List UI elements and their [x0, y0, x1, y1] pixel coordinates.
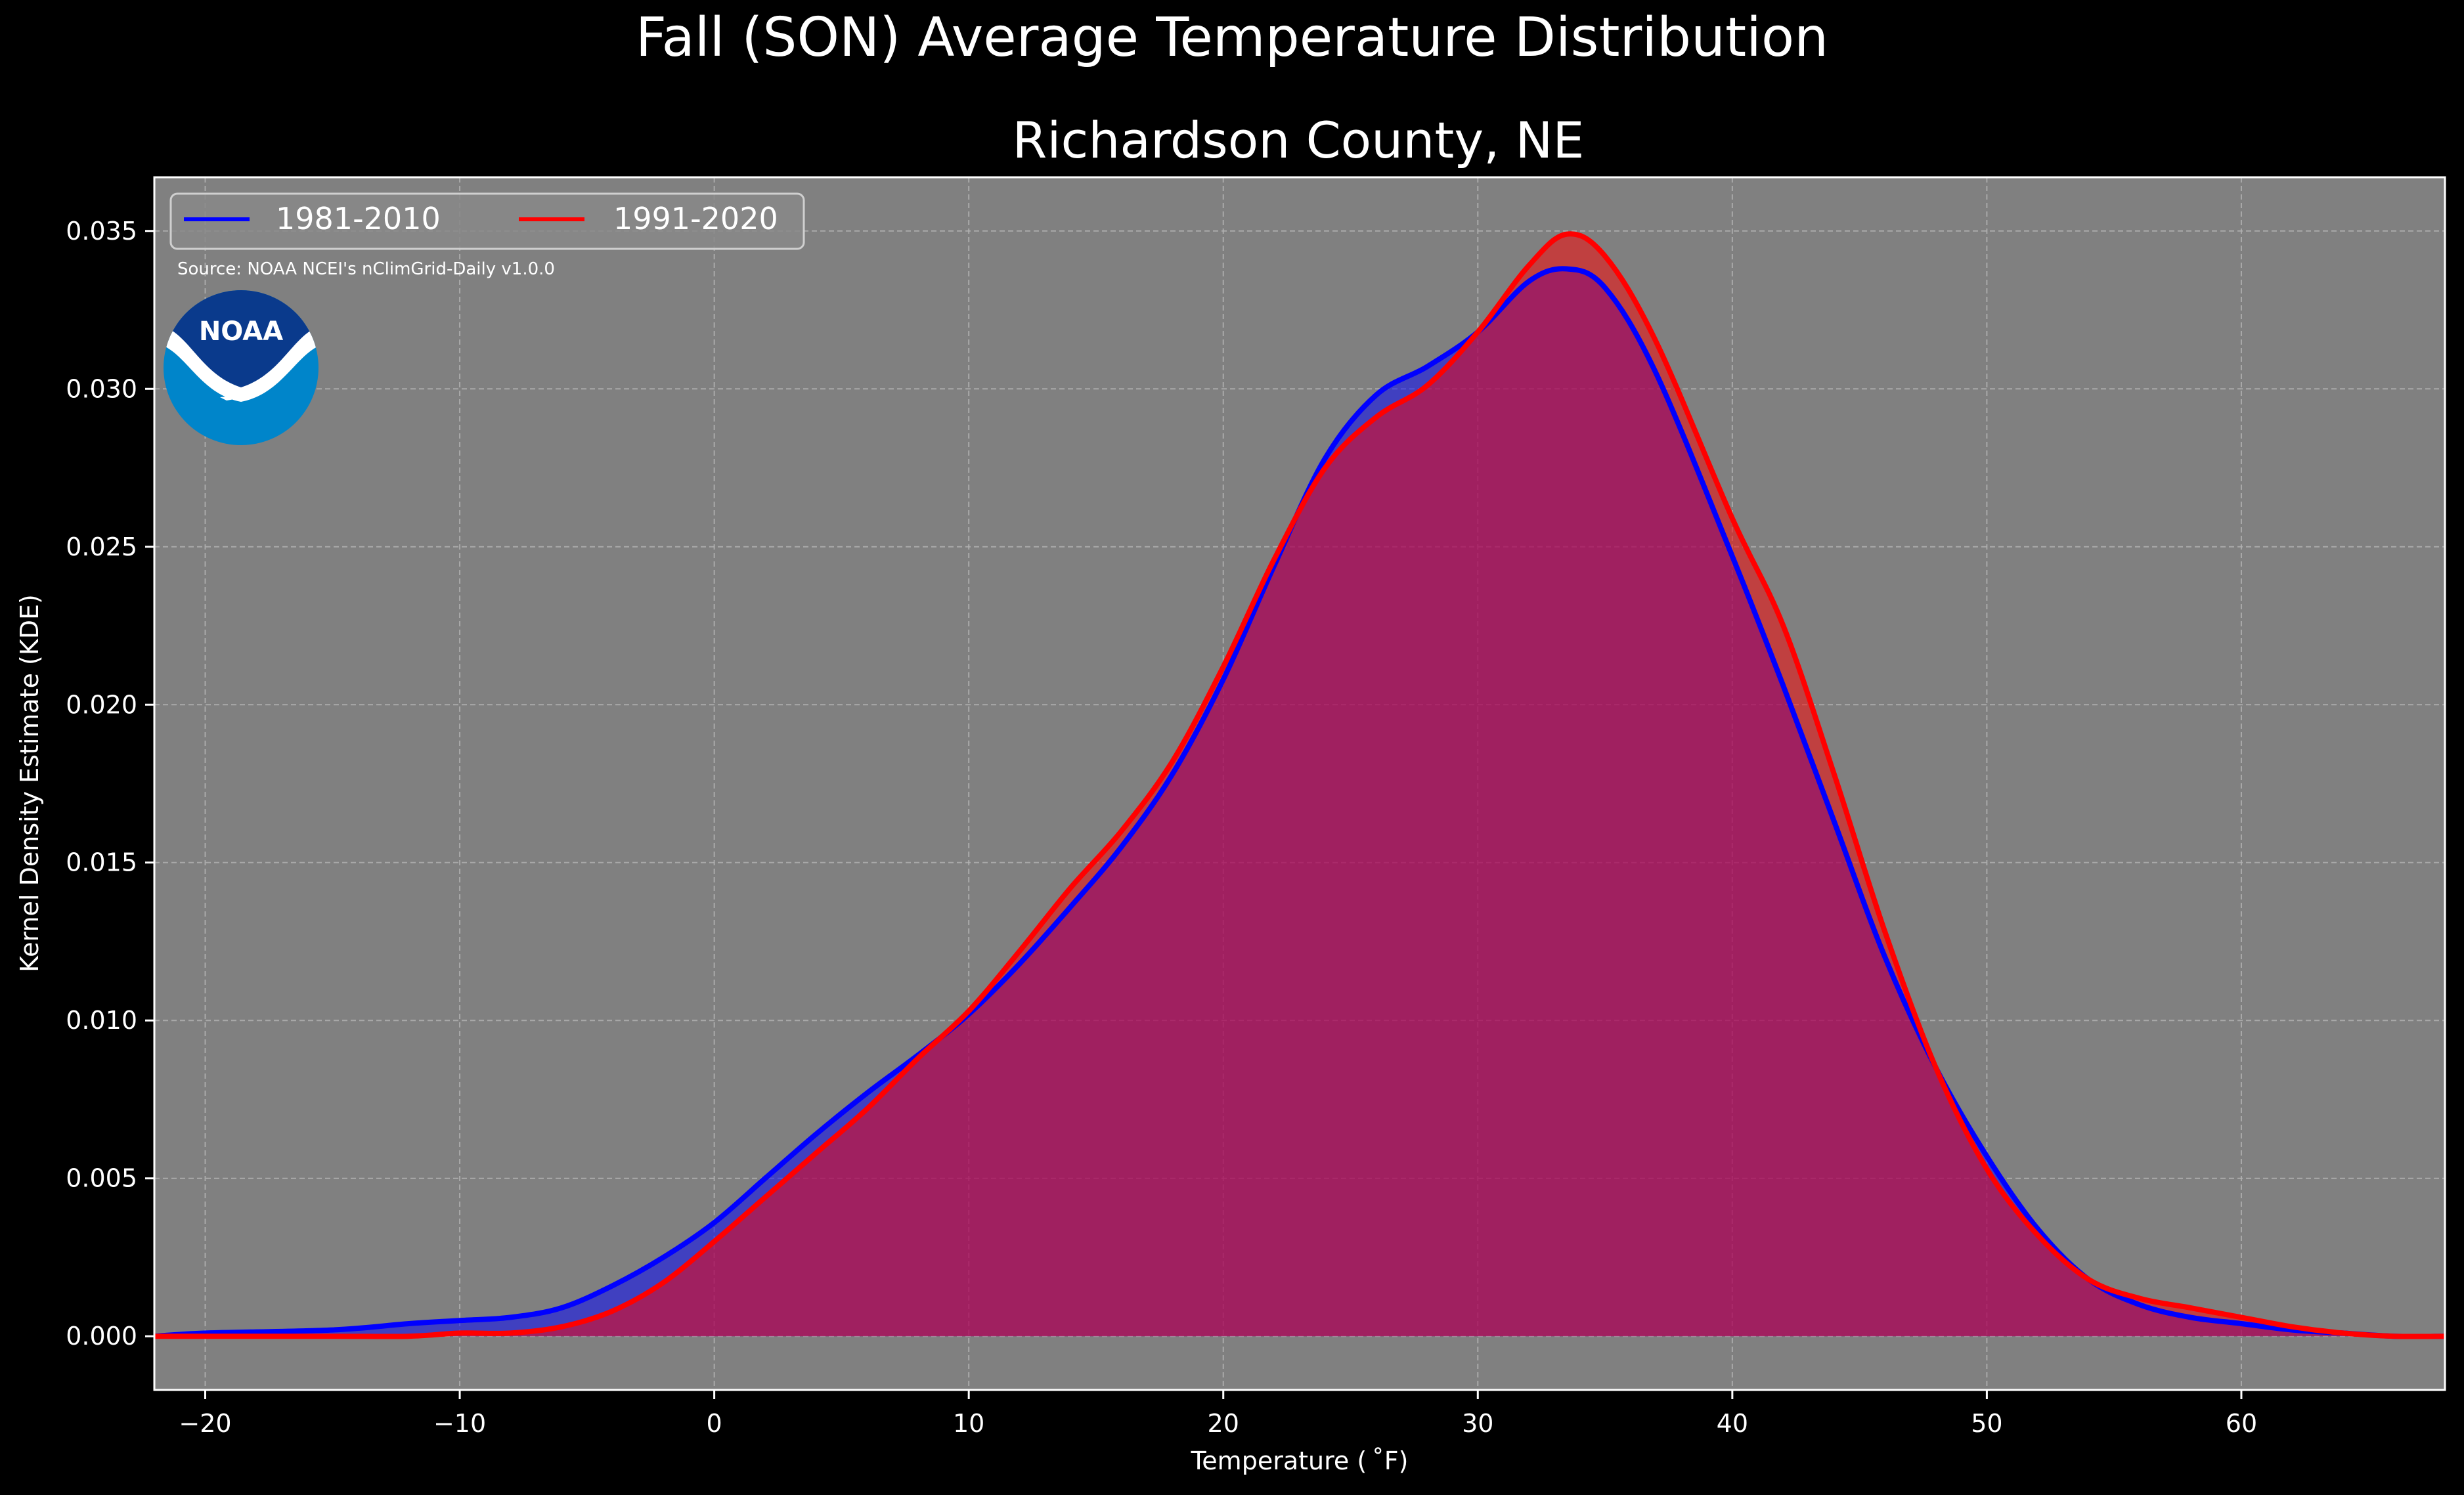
axes-frame [153, 176, 2446, 1391]
chart-suptitle: Fall (SON) Average Temperature Distribut… [636, 7, 1828, 69]
x-tick-label: 60 [2226, 1409, 2257, 1438]
y-tick-label: 0.000 [66, 1322, 137, 1351]
y-axis: 0.000 0.005 0.010 0.015 0.020 0.025 0.030 0.035 [66, 217, 154, 1351]
y-tick-label: 0.010 [66, 1006, 137, 1035]
chart-title: Richardson County, NE [1013, 111, 1585, 169]
noaa-logo-tail-icon [220, 382, 276, 401]
legend-label-1991-2020: 1991-2020 [613, 201, 778, 236]
x-tick-label: 0 [707, 1409, 722, 1438]
legend-box [169, 192, 805, 250]
series-layer [154, 231, 2446, 1339]
x-tick-label: 30 [1462, 1409, 1493, 1438]
x-tick-label: −20 [179, 1409, 231, 1438]
series-fill-1991-2020 [154, 234, 2445, 1337]
series-line-1981-2010 [154, 266, 2446, 1339]
y-tick-label: 0.005 [66, 1164, 137, 1193]
noaa-logo-bird-icon [164, 325, 319, 402]
x-tick-label: −10 [433, 1409, 486, 1438]
series-line-1991-2020 [154, 231, 2446, 1339]
x-axis-label: Temperature ( ˚F) [1191, 1446, 1409, 1475]
legend[interactable]: 1981-2010 1991-2020 [169, 192, 805, 250]
y-tick-label: 0.035 [66, 217, 137, 246]
x-tick-label: 20 [1208, 1409, 1239, 1438]
x-axis: −20 −10 0 10 20 30 40 50 60 [179, 1390, 2257, 1438]
noaa-logo: NOAA [164, 290, 319, 445]
y-tick-label: 0.020 [66, 690, 137, 719]
source-note: Source: NOAA NCEI's nClimGrid-Daily v1.0… [177, 259, 555, 279]
noaa-logo-text: NOAA [199, 316, 283, 347]
noaa-logo-upper-field [164, 290, 319, 387]
y-tick-label: 0.030 [66, 374, 137, 403]
x-tick-label: 40 [1717, 1409, 1748, 1438]
y-axis-label: Kernel Density Estimate (KDE) [15, 594, 44, 972]
y-tick-label: 0.015 [66, 848, 137, 877]
plot-area [153, 176, 2446, 1391]
x-tick-label: 10 [953, 1409, 984, 1438]
y-tick-label: 0.025 [66, 532, 137, 561]
legend-label-1981-2010: 1981-2010 [276, 201, 441, 236]
x-tick-label: 50 [1971, 1409, 2002, 1438]
